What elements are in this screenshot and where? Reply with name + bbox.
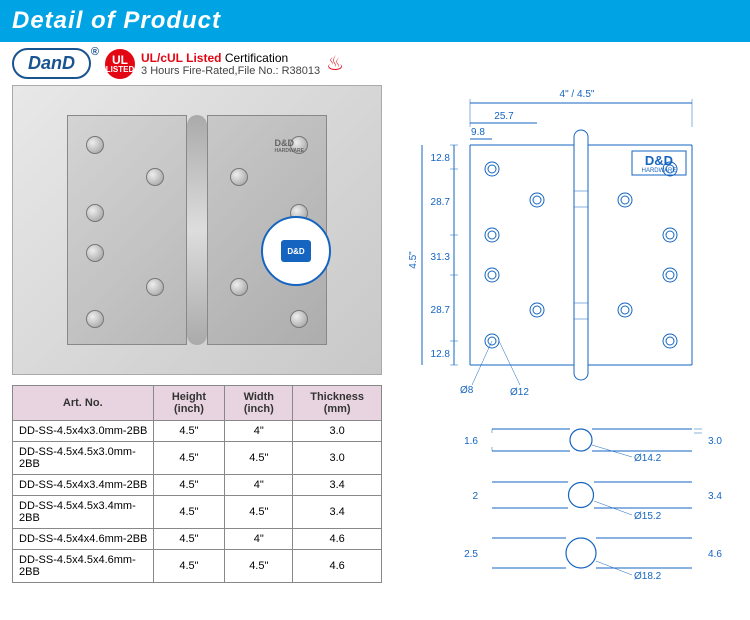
- table-row: DD-SS-4.5x4x4.6mm-2BB4.5"4"4.6: [13, 529, 382, 550]
- spec-table-wrap: Art. No.Height (inch)Width (inch)Thickne…: [12, 385, 382, 583]
- dim-height: 4.5": [408, 251, 419, 269]
- table-cell: DD-SS-4.5x4x3.0mm-2BB: [13, 421, 154, 442]
- dim-kd3: Ø18.2: [634, 571, 662, 582]
- table-cell: 3.0: [293, 442, 382, 475]
- table-cell: 4": [225, 529, 293, 550]
- cert-line1: UL/cUL Listed: [141, 51, 221, 65]
- table-cell: 4.5": [225, 550, 293, 583]
- cert-text: UL/cUL Listed Certification 3 Hours Fire…: [141, 51, 320, 77]
- table-cell: 3.0: [293, 421, 382, 442]
- hinge-knuckle: [187, 115, 207, 345]
- dim-9-8: 9.8: [471, 127, 485, 138]
- warranty-badge: D&D: [261, 216, 331, 286]
- table-cell: 3.4: [293, 496, 382, 529]
- technical-drawing: 4" / 4.5" 25.7 9.8: [392, 85, 732, 585]
- table-row: DD-SS-4.5x4.5x3.0mm-2BB4.5"4.5"3.0: [13, 442, 382, 475]
- table-cell: 4.5": [153, 475, 225, 496]
- cert-line1b: Certification: [225, 51, 288, 65]
- table-header: Thickness (mm): [293, 386, 382, 421]
- dim-25-7: 25.7: [494, 111, 514, 122]
- content-area: D&D HARDWARE D&D Art. No.Height (inch)Wi…: [0, 85, 750, 590]
- table-header: Art. No.: [13, 386, 154, 421]
- table-cell: DD-SS-4.5x4.5x4.6mm-2BB: [13, 550, 154, 583]
- table-cell: 4.5": [153, 442, 225, 475]
- table-row: DD-SS-4.5x4x3.4mm-2BB4.5"4"3.4: [13, 475, 382, 496]
- dim-k3: 2.5: [464, 549, 478, 560]
- knuckle-detail-3: 2.5 Ø18.2 4.6: [464, 538, 722, 582]
- table-cell: DD-SS-4.5x4x3.4mm-2BB: [13, 475, 154, 496]
- table-cell: DD-SS-4.5x4.5x3.4mm-2BB: [13, 496, 154, 529]
- table-header: Height (inch): [153, 386, 225, 421]
- right-column: 4" / 4.5" 25.7 9.8: [392, 85, 732, 590]
- spec-table: Art. No.Height (inch)Width (inch)Thickne…: [12, 385, 382, 583]
- table-header: Width (inch): [225, 386, 293, 421]
- dim-v4: 28.7: [431, 305, 451, 316]
- ul-listed: LISTED: [106, 66, 134, 74]
- table-cell: 4.5": [153, 421, 225, 442]
- brand-mark: D&D HARDWARE: [275, 138, 304, 154]
- header-bar: Detail of Product: [0, 0, 750, 42]
- table-row: DD-SS-4.5x4.5x4.6mm-2BB4.5"4.5"4.6: [13, 550, 382, 583]
- hinge-leaf-left: [67, 115, 187, 345]
- dim-t3: 4.6: [708, 549, 722, 560]
- dim-k2: 2: [472, 491, 478, 502]
- table-cell: DD-SS-4.5x4.5x3.0mm-2BB: [13, 442, 154, 475]
- dim-t2: 3.4: [708, 491, 722, 502]
- table-row: DD-SS-4.5x4x3.0mm-2BB4.5"4"3.0: [13, 421, 382, 442]
- flame-icon: ♨: [326, 51, 344, 76]
- dim-v3: 31.3: [431, 252, 451, 263]
- ul-main: UL: [112, 54, 128, 66]
- table-cell: 3.4: [293, 475, 382, 496]
- table-cell: 4.6: [293, 529, 382, 550]
- dim-kd1: Ø14.2: [634, 453, 662, 464]
- table-cell: 4.5": [225, 442, 293, 475]
- ul-badge: UL LISTED UL/cUL Listed Certification 3 …: [105, 49, 344, 79]
- ul-icon: UL LISTED: [105, 49, 135, 79]
- knuckle-detail-2: 2 Ø15.2 3.4: [472, 482, 722, 522]
- table-row: DD-SS-4.5x4.5x3.4mm-2BB4.5"4.5"3.4: [13, 496, 382, 529]
- table-cell: 4.5": [153, 529, 225, 550]
- table-cell: 4.5": [225, 496, 293, 529]
- table-cell: 4.5": [153, 496, 225, 529]
- cert-row: DanD UL LISTED UL/cUL Listed Certificati…: [0, 42, 750, 85]
- dim-v5: 12.8: [431, 349, 451, 360]
- dim-kd2: Ø15.2: [634, 511, 662, 522]
- dim-k1: 1.6: [464, 436, 478, 447]
- dim-v2: 28.7: [431, 197, 451, 208]
- table-cell: DD-SS-4.5x4x4.6mm-2BB: [13, 529, 154, 550]
- drawing-brand-sub: HARDWARE: [642, 168, 677, 174]
- dim-d12: Ø12: [510, 387, 529, 398]
- dim-t1: 3.0: [708, 436, 722, 447]
- badge-text: D&D: [281, 240, 311, 262]
- table-cell: 4": [225, 421, 293, 442]
- cert-line2: 3 Hours Fire-Rated,File No.: R38013: [141, 65, 320, 77]
- knuckle-detail-1: 1.6 Ø14.2 3.0: [464, 429, 722, 464]
- page-title: Detail of Product: [12, 7, 221, 35]
- product-photo: D&D HARDWARE D&D: [12, 85, 382, 375]
- dim-width: 4" / 4.5": [560, 89, 595, 100]
- table-cell: 4.6: [293, 550, 382, 583]
- drawing-brand: D&D: [645, 153, 673, 168]
- brand-logo: DanD: [12, 48, 91, 79]
- dim-d8: Ø8: [460, 385, 474, 396]
- dim-v1: 12.8: [431, 153, 451, 164]
- table-cell: 4": [225, 475, 293, 496]
- left-column: D&D HARDWARE D&D Art. No.Height (inch)Wi…: [12, 85, 382, 590]
- table-cell: 4.5": [153, 550, 225, 583]
